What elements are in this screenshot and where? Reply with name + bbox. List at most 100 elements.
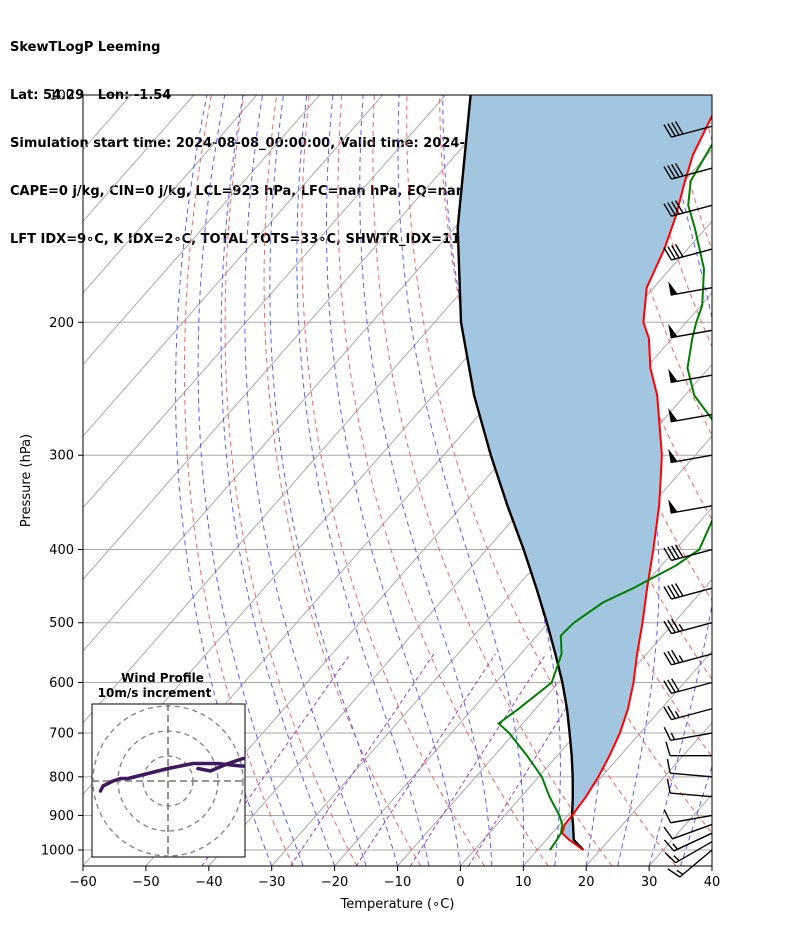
- moist-adiabat: [680, 764, 712, 866]
- mixing-ratio-line: [290, 653, 435, 866]
- wind-barb: [663, 809, 713, 824]
- wind-barb: [663, 832, 713, 852]
- x-tick-label: 40: [704, 875, 721, 890]
- mixing-ratio-line: [468, 653, 601, 866]
- dewpoint-profile-line: [497, 142, 712, 851]
- isotherm-line: [83, 95, 383, 437]
- wind-barb: [663, 823, 713, 840]
- wind-barb: [663, 618, 713, 635]
- wind-barb: [665, 741, 712, 757]
- wind-barb: [663, 200, 713, 217]
- isotherm-line: [334, 435, 712, 866]
- isotherm-line: [145, 220, 712, 866]
- dry-adiabat: [301, 95, 485, 866]
- title-line-station: SkewTLogP Leeming: [10, 40, 161, 55]
- isotherm-line: [585, 721, 712, 866]
- y-tick-label: 100: [49, 89, 74, 104]
- dry-adiabat: [263, 95, 422, 866]
- parcel-profile-line: [456, 95, 585, 851]
- moist-adiabat: [244, 95, 367, 866]
- x-tick-label: −40: [195, 875, 222, 890]
- dry-adiabat: [224, 95, 358, 866]
- y-axis-label: Pressure (hPa): [19, 434, 34, 527]
- moist-adiabat: [326, 95, 461, 866]
- moist-adiabat: [567, 95, 660, 866]
- moist-adiabat: [220, 95, 336, 866]
- y-tick-label: 900: [49, 809, 74, 824]
- y-tick-label: 800: [49, 770, 74, 785]
- moist-adiabat: [269, 95, 398, 866]
- x-tick-label: −30: [258, 875, 285, 890]
- y-tick-label: 1000: [41, 844, 74, 859]
- mixing-ratio-line: [409, 653, 547, 866]
- isotherm-line: [522, 650, 712, 866]
- x-tick-label: −50: [132, 875, 159, 890]
- wind-barb: [663, 649, 713, 666]
- wind-barbs: [663, 121, 713, 878]
- moist-adiabat: [397, 95, 525, 866]
- temperature-profile-line: [561, 113, 712, 851]
- wind-barb: [663, 705, 713, 721]
- moist-adiabat: [175, 95, 273, 866]
- wind-barb: [663, 726, 713, 742]
- y-tick-label: 200: [49, 316, 74, 331]
- dry-adiabat: [667, 95, 712, 252]
- hodograph-subtitle: 10m/s increment: [98, 686, 212, 700]
- wind-barb: [663, 583, 713, 600]
- wind-barb: [663, 121, 713, 138]
- dry-adiabat: [183, 95, 294, 866]
- x-tick-label: −20: [321, 875, 348, 890]
- wind-barb: [667, 849, 713, 878]
- wind-barb: [668, 281, 713, 296]
- x-tick-label: 30: [641, 875, 658, 890]
- moist-adiabat: [711, 864, 712, 866]
- x-tick-label: 20: [578, 875, 595, 890]
- hodograph-trace: [98, 756, 245, 793]
- isotherm-line: [83, 95, 509, 581]
- wind-barb: [664, 841, 713, 864]
- isotherm-line: [83, 95, 446, 509]
- y-tick-label: 700: [49, 727, 74, 742]
- wind-barb: [668, 408, 713, 423]
- moist-adiabat: [197, 95, 304, 866]
- plot-area: [83, 95, 794, 866]
- y-tick-label: 300: [49, 449, 74, 464]
- wind-barb: [668, 323, 713, 339]
- wind-barb: [663, 244, 713, 261]
- wind-barb: [666, 778, 713, 798]
- x-tick-label: −60: [69, 875, 96, 890]
- wind-barb: [663, 163, 713, 180]
- hodograph-title: Wind Profile: [121, 671, 204, 685]
- x-axis: −60 −50 −40 −30 −20 −10 0 10 20 30 40: [69, 866, 720, 890]
- moist-adiabat: [296, 95, 430, 866]
- dry-adiabat: [733, 95, 794, 866]
- wind-barb: [666, 758, 713, 778]
- isotherm-line: [397, 507, 712, 866]
- y-tick-label: 400: [49, 543, 74, 558]
- wind-barb: [663, 678, 713, 695]
- x-tick-label: 10: [515, 875, 532, 890]
- y-axis: 1000 900 800 700 600 500 400 300 200 100: [41, 89, 83, 859]
- dry-adiabat: [406, 95, 677, 866]
- mixing-ratio-lines: [201, 653, 601, 866]
- dry-adiabat: [337, 95, 549, 866]
- moist-adiabat: [648, 95, 712, 866]
- isotherm-line: [83, 95, 321, 366]
- y-tick-label: 600: [49, 676, 74, 691]
- isotherm-line: [775, 95, 794, 866]
- dry-adiabat: [765, 95, 794, 866]
- wind-barb: [663, 544, 713, 562]
- mixing-ratio-line: [355, 653, 496, 866]
- wind-barb: [668, 368, 713, 384]
- moist-adiabat: [359, 95, 493, 866]
- x-tick-label: 0: [456, 875, 464, 890]
- y-tick-label: 500: [49, 616, 74, 631]
- mixing-ratio-line: [201, 653, 351, 866]
- x-axis-label: Temperature (∘C): [340, 897, 455, 912]
- x-tick-label: −10: [384, 875, 411, 890]
- wind-barb: [668, 448, 713, 464]
- dry-adiabat: [699, 95, 712, 143]
- isotherm-line: [711, 865, 712, 866]
